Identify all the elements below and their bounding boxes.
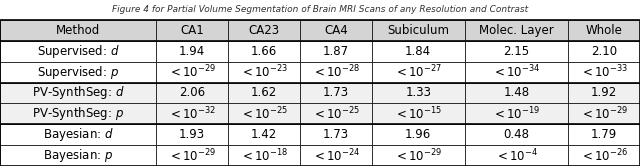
Text: 1.48: 1.48 (504, 86, 529, 99)
Text: $< 10^{-23}$: $< 10^{-23}$ (240, 64, 288, 80)
Text: 1.62: 1.62 (251, 86, 277, 99)
Text: Supervised: $d$: Supervised: $d$ (37, 43, 120, 60)
Text: 1.33: 1.33 (405, 86, 431, 99)
Text: 1.73: 1.73 (323, 86, 349, 99)
Text: CA23: CA23 (248, 24, 280, 37)
Text: $< 10^{-34}$: $< 10^{-34}$ (492, 64, 541, 80)
Text: Whole: Whole (586, 24, 623, 37)
Text: 1.79: 1.79 (591, 128, 617, 141)
Text: $< 10^{-19}$: $< 10^{-19}$ (492, 106, 541, 122)
Text: 1.87: 1.87 (323, 45, 349, 58)
Text: $< 10^{-27}$: $< 10^{-27}$ (394, 64, 442, 80)
Text: Figure 4 for Partial Volume Segmentation of Brain MRI Scans of any Resolution an: Figure 4 for Partial Volume Segmentation… (112, 5, 528, 14)
Text: 2.15: 2.15 (504, 45, 529, 58)
Text: 1.73: 1.73 (323, 128, 349, 141)
Text: CA4: CA4 (324, 24, 348, 37)
Text: 1.93: 1.93 (179, 128, 205, 141)
Text: 2.10: 2.10 (591, 45, 617, 58)
Text: $< 10^{-29}$: $< 10^{-29}$ (394, 147, 442, 164)
Text: 1.92: 1.92 (591, 86, 617, 99)
Text: CA1: CA1 (180, 24, 204, 37)
Text: Subiculum: Subiculum (387, 24, 449, 37)
Text: $< 10^{-25}$: $< 10^{-25}$ (312, 106, 360, 122)
Text: $< 10^{-15}$: $< 10^{-15}$ (394, 106, 442, 122)
Text: 1.42: 1.42 (251, 128, 277, 141)
Text: Supervised: $p$: Supervised: $p$ (37, 64, 119, 81)
Text: $< 10^{-29}$: $< 10^{-29}$ (168, 147, 216, 164)
Text: $< 10^{-32}$: $< 10^{-32}$ (168, 106, 216, 122)
Text: Bayesian: $p$: Bayesian: $p$ (43, 147, 113, 164)
Text: $< 10^{-24}$: $< 10^{-24}$ (312, 147, 360, 164)
Text: $< 10^{-33}$: $< 10^{-33}$ (580, 64, 628, 80)
Text: $< 10^{-29}$: $< 10^{-29}$ (580, 106, 628, 122)
Text: $< 10^{-18}$: $< 10^{-18}$ (240, 147, 288, 164)
Text: 1.66: 1.66 (251, 45, 277, 58)
Text: Bayesian: $d$: Bayesian: $d$ (43, 126, 113, 143)
Text: 2.06: 2.06 (179, 86, 205, 99)
Text: 1.96: 1.96 (405, 128, 431, 141)
Text: $< 10^{-28}$: $< 10^{-28}$ (312, 64, 360, 80)
Text: $< 10^{-25}$: $< 10^{-25}$ (240, 106, 288, 122)
Text: PV-SynthSeg: $d$: PV-SynthSeg: $d$ (32, 84, 124, 101)
Text: Molec. Layer: Molec. Layer (479, 24, 554, 37)
Text: PV-SynthSeg: $p$: PV-SynthSeg: $p$ (32, 105, 124, 122)
Text: $< 10^{-26}$: $< 10^{-26}$ (580, 147, 628, 164)
Text: Method: Method (56, 24, 100, 37)
Text: 1.84: 1.84 (405, 45, 431, 58)
Text: 1.94: 1.94 (179, 45, 205, 58)
Text: 0.48: 0.48 (504, 128, 529, 141)
Text: $< 10^{-29}$: $< 10^{-29}$ (168, 64, 216, 80)
Text: $< 10^{-4}$: $< 10^{-4}$ (495, 147, 538, 164)
